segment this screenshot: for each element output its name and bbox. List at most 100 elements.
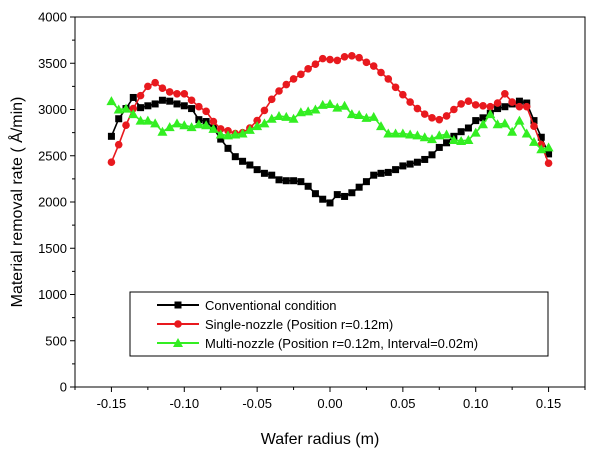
legend-marker [174,320,182,328]
data-point [376,121,386,131]
data-point [239,157,247,165]
data-point [172,118,182,128]
data-point [522,102,531,111]
data-point [508,98,516,106]
data-point [435,143,443,151]
data-point [144,82,152,91]
data-point [325,98,335,108]
data-point [362,178,370,186]
data-point [237,128,248,138]
y-tick-label: 3500 [38,56,67,71]
x-tick-label: 0.15 [536,396,561,411]
data-point [464,97,473,105]
data-point [195,102,203,111]
data-point [421,155,429,163]
data-point [115,115,123,123]
data-point [267,95,276,104]
data-point [362,58,371,67]
data-point [369,62,378,70]
data-point [282,80,291,89]
data-point [275,176,283,184]
data-point [208,123,219,133]
data-point [317,99,328,109]
data-point [384,75,393,83]
data-point [399,90,407,99]
data-point [157,126,168,136]
data-point [361,112,372,122]
data-point [193,119,204,129]
data-point [377,68,385,77]
data-point [188,105,196,113]
y-tick-label: 1500 [38,241,67,256]
data-point [499,118,510,128]
data-point [216,125,225,133]
data-point [434,130,445,140]
data-point [544,159,553,167]
data-point [289,75,298,83]
legend-marker [174,301,182,309]
data-point [413,158,421,166]
y-tick-label: 500 [45,333,67,348]
data-point [186,122,197,132]
data-point [151,78,159,87]
data-point [470,127,481,137]
data-point [486,102,495,111]
data-point [310,104,321,114]
x-tick-label: 0.10 [463,396,488,411]
data-point [253,166,261,174]
data-point [281,111,292,121]
data-point [274,110,284,120]
data-point [435,115,444,124]
x-axis: -0.15 -0.10 -0.05 0.00 0.05 0.10 0.15 [74,387,586,411]
data-point [135,115,146,125]
data-point [252,121,263,131]
data-point [260,169,268,177]
legend-entries: Conventional condition Single-nozzle (Pos… [157,298,478,351]
data-point [275,87,283,95]
data-point [158,96,166,104]
data-point [355,183,363,191]
data-point [122,121,130,130]
data-point [121,103,131,113]
data-point [463,135,474,145]
data-point [340,52,349,61]
data-point [370,171,378,179]
data-point [209,117,218,126]
data-point [297,178,305,186]
data-point [384,168,392,176]
data-point [472,117,480,125]
data-point [333,56,342,65]
series-layer [106,52,554,207]
data-point [501,89,509,98]
data-point [202,107,210,116]
data-point [165,88,174,96]
legend-marker [173,338,183,347]
data-point [545,150,553,158]
data-point [412,130,423,140]
legend: Conventional condition Single-nozzle (Pos… [129,291,549,357]
data-point [521,128,532,138]
y-tick-label: 3000 [38,102,67,117]
data-point [479,102,487,110]
data-point [215,129,226,139]
data-point [354,110,365,120]
data-point [246,161,254,169]
data-point [392,166,400,174]
series-1 [107,93,553,207]
data-point [166,97,174,105]
data-point [244,124,255,134]
data-point [187,96,196,105]
data-point [164,122,175,132]
x-tick-label: -0.05 [242,396,272,411]
data-point [113,104,124,114]
data-point [485,109,496,119]
legend-label: Single-nozzle (Position r=0.12m) [205,317,393,332]
data-point [515,97,523,105]
y-axis-title: Material removal rate ( Å/min) [7,97,26,308]
data-point [390,128,401,138]
data-point [536,144,547,154]
data-point [173,89,181,98]
data-point [530,117,538,125]
data-point [441,129,452,139]
